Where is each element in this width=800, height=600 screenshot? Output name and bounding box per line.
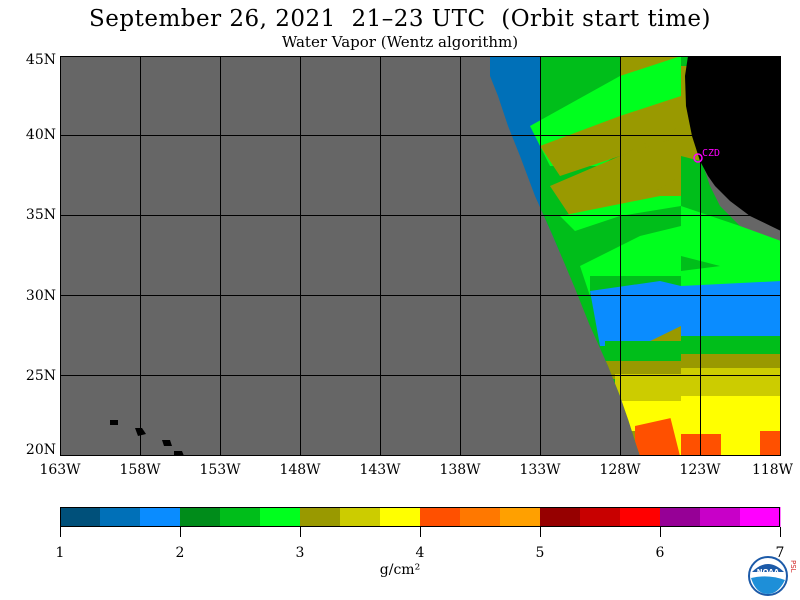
colorbar-tick-6: 6 xyxy=(655,545,665,561)
lon-label-133w: 133W xyxy=(519,462,561,478)
colorbar-swatch xyxy=(340,507,381,527)
colorbar-swatch xyxy=(380,507,421,527)
colorbar-tick-2: 2 xyxy=(175,545,185,561)
lon-label-158w: 158W xyxy=(119,462,161,478)
lon-label-123w: 123W xyxy=(679,462,721,478)
noaa-logo: NOAA xyxy=(748,556,788,596)
lon-label-163w: 163W xyxy=(39,462,81,478)
colorbar-swatch xyxy=(540,507,581,527)
psl-logo-text: PSL xyxy=(789,560,797,573)
colorbar-swatch xyxy=(460,507,501,527)
lon-label-148w: 148W xyxy=(279,462,321,478)
lat-label-40n: 40N xyxy=(25,127,56,143)
colorbar-swatch xyxy=(620,507,661,527)
lat-label-45n: 45N xyxy=(25,52,56,68)
map-graticule xyxy=(60,56,781,456)
colorbar-swatch xyxy=(420,507,461,527)
lat-label-30n: 30N xyxy=(25,288,56,304)
lon-label-128w: 128W xyxy=(599,462,641,478)
lon-label-118w: 118W xyxy=(751,462,794,478)
lon-label-143w: 143W xyxy=(359,462,401,478)
colorbar-tick-1: 1 xyxy=(55,545,65,561)
colorbar-swatch xyxy=(100,507,141,527)
colorbar-swatch xyxy=(580,507,621,527)
colorbar-swatch xyxy=(660,507,701,527)
lat-label-35n: 35N xyxy=(25,207,56,223)
colorbar-swatch xyxy=(60,507,101,527)
colorbar-border xyxy=(60,507,780,527)
station-marker-czd: CZD xyxy=(693,148,720,163)
lat-label-25n: 25N xyxy=(25,368,56,384)
lat-label-20n: 20N xyxy=(25,442,56,458)
noaa-logo-text: NOAA xyxy=(757,568,780,576)
colorbar-swatch xyxy=(700,507,741,527)
colorbar-swatch xyxy=(220,507,261,527)
lon-label-153w: 153W xyxy=(199,462,241,478)
colorbar-swatch xyxy=(140,507,181,527)
colorbar xyxy=(60,507,781,537)
colorbar-swatch xyxy=(740,507,781,527)
page-subtitle: Water Vapor (Wentz algorithm) xyxy=(281,33,519,51)
colorbar-swatch xyxy=(300,507,341,527)
page-title: September 26, 2021 21–23 UTC (Orbit star… xyxy=(89,6,711,32)
land-area xyxy=(685,56,781,231)
water-vapor-map: CZD xyxy=(60,56,781,456)
colorbar-swatch xyxy=(260,507,301,527)
colorbar-tick-3: 3 xyxy=(295,545,305,561)
lon-label-138w: 138W xyxy=(439,462,481,478)
station-label: CZD xyxy=(702,148,720,159)
colorbar-tick-5: 5 xyxy=(535,545,545,561)
colorbar-tick-7: 7 xyxy=(775,545,785,561)
colorbar-unit: g/cm² xyxy=(379,562,421,578)
colorbar-swatch xyxy=(500,507,541,527)
colorbar-tick-4: 4 xyxy=(415,545,425,561)
colorbar-swatch xyxy=(180,507,221,527)
psl-logo: PSL xyxy=(789,560,799,575)
